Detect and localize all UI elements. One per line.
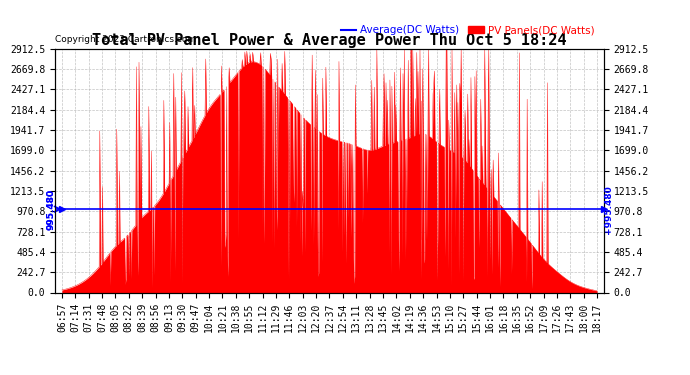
- Title: Total PV Panel Power & Average Power Thu Oct 5 18:24: Total PV Panel Power & Average Power Thu…: [92, 33, 566, 48]
- Legend: Average(DC Watts), PV Panels(DC Watts): Average(DC Watts), PV Panels(DC Watts): [337, 21, 598, 39]
- Text: 995.480: 995.480: [46, 189, 55, 230]
- Text: +995.480: +995.480: [604, 185, 613, 234]
- Text: 995.480: 995.480: [46, 189, 55, 230]
- Text: Copyright 2023 Cartronics.com: Copyright 2023 Cartronics.com: [55, 35, 197, 44]
